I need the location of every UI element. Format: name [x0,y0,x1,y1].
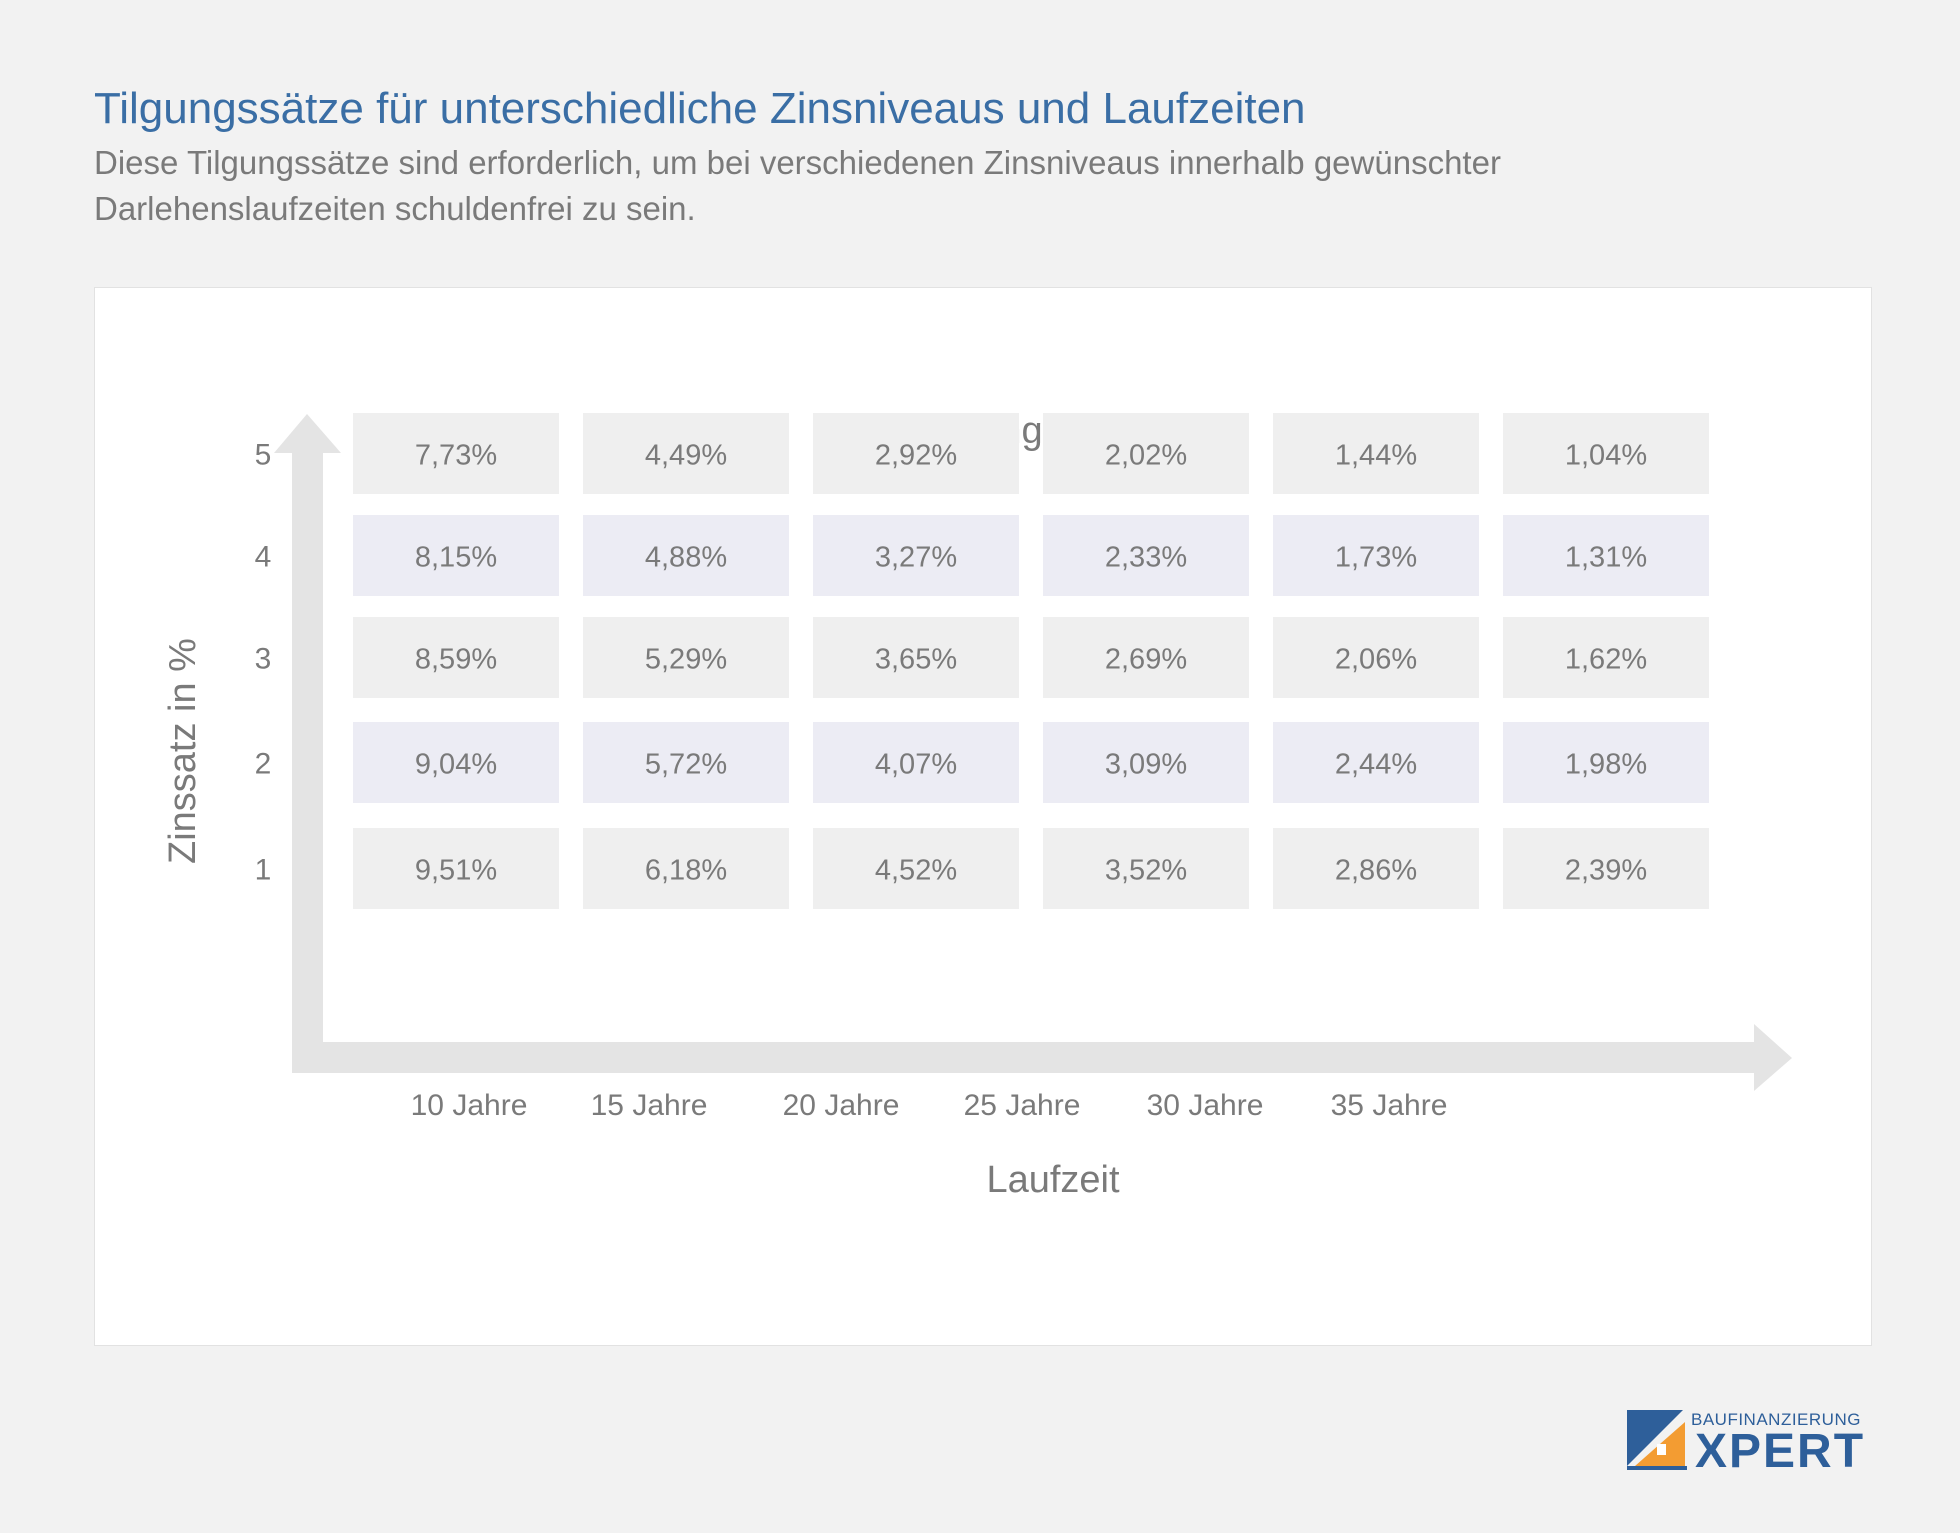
cell-value: 2,92% [875,440,957,472]
table-cell [813,722,1019,803]
table-cell [583,617,789,698]
cell-value: 2,44% [1335,749,1417,781]
row-labels: 5 4 3 2 1 [255,439,272,887]
cell-value: 5,72% [645,749,727,781]
cell-value: 2,39% [1565,855,1647,887]
table-cell [583,413,789,494]
cell-value: 4,07% [875,749,957,781]
cell-value: 2,02% [1105,440,1187,472]
cell-value: 5,29% [645,644,727,676]
table-cell [583,722,789,803]
x-axis-bar [292,1042,1766,1073]
chart-card: Tilgungssätze Laufzeit Zinssatz in % 7,7… [94,287,1872,1346]
cell-value: 1,44% [1335,440,1417,472]
y-axis-label: Zinssatz in % [162,638,204,864]
cell-value: 1,31% [1565,542,1647,574]
column-label: 30 Jahre [1147,1089,1264,1122]
column-label: 20 Jahre [783,1089,900,1122]
cell-value: 4,49% [645,440,727,472]
table-cell [1273,515,1479,596]
column-label: 25 Jahre [964,1089,1081,1122]
row-label: 1 [255,854,272,887]
table-cell [1273,617,1479,698]
table-cell [353,515,559,596]
row-label: 4 [255,541,272,574]
table-cell [1503,722,1709,803]
table-cell [583,828,789,909]
cell-value: 3,65% [875,644,957,676]
table-cell [1273,413,1479,494]
table-cell [1273,722,1479,803]
y-axis-arrowhead [274,414,341,453]
cell-value: 4,88% [645,542,727,574]
column-labels: 10 Jahre 15 Jahre 20 Jahre 25 Jahre 30 Jahre… [411,1089,1448,1122]
cell-value: 1,04% [1565,440,1647,472]
table-cell [1273,828,1479,909]
table-cell [1503,515,1709,596]
cell-value: 2,33% [1105,542,1187,574]
page-title: Tilgungssätze für unterschiedliche Zinsn… [94,84,1306,133]
table-cell [813,413,1019,494]
cell-value: 2,69% [1105,644,1187,676]
cell-value: 7,73% [415,440,497,472]
cell-value: 9,51% [415,855,497,887]
table-cell [353,413,559,494]
table-cell [1503,413,1709,494]
x-axis-label: Laufzeit [986,1159,1120,1201]
cell-value: 4,52% [875,855,957,887]
brand-logo: BAUFINANZIERUNG XPERT [1627,1408,1875,1478]
chart-svg: Tilgungssätze Laufzeit Zinssatz in % 7,7… [162,410,1792,1201]
y-axis-bar [292,453,323,1073]
table-cell [1043,515,1249,596]
table-cell [1503,617,1709,698]
x-axis-arrowhead [1754,1024,1792,1091]
row-label: 5 [255,439,272,472]
table-cell [813,828,1019,909]
table-cell [353,828,559,909]
table-cell [353,722,559,803]
column-label: 35 Jahre [1331,1089,1448,1122]
cell-value: 1,73% [1335,542,1417,574]
table-cell [1043,413,1249,494]
cell-value: 2,86% [1335,855,1417,887]
cell-value: 9,04% [415,749,497,781]
chart-cells: 7,73% 4,49% 2,92% 2,02% 1,44% 1,04% 8,15% 4,88%… [353,413,1709,909]
table-cell [1043,617,1249,698]
cell-value: 8,59% [415,644,497,676]
cell-value: 3,52% [1105,855,1187,887]
table-cell [583,515,789,596]
cell-value: 1,62% [1565,644,1647,676]
table-cell [813,617,1019,698]
table-cell [1043,828,1249,909]
cell-value: 3,27% [875,542,957,574]
logo-subtitle: BAUFINANZIERUNG [1691,1410,1861,1429]
cell-value: 6,18% [645,855,727,887]
cell-value: 3,09% [1105,749,1187,781]
cell-value: 8,15% [415,542,497,574]
cell-value: 1,98% [1565,749,1647,781]
row-label: 3 [255,643,272,676]
table-cell [813,515,1019,596]
table-cell [1503,828,1709,909]
table-cell [353,617,559,698]
page-subtitle: Diese Tilgungssätze sind erforderlich, u… [94,144,1501,227]
logo-wordmark: XPERT [1695,1425,1866,1478]
row-label: 2 [255,748,272,781]
column-label: 15 Jahre [591,1089,708,1122]
column-label: 10 Jahre [411,1089,528,1122]
house-logo-icon [1627,1410,1687,1470]
cell-value: 2,06% [1335,644,1417,676]
axes [274,414,1792,1091]
table-cell [1043,722,1249,803]
